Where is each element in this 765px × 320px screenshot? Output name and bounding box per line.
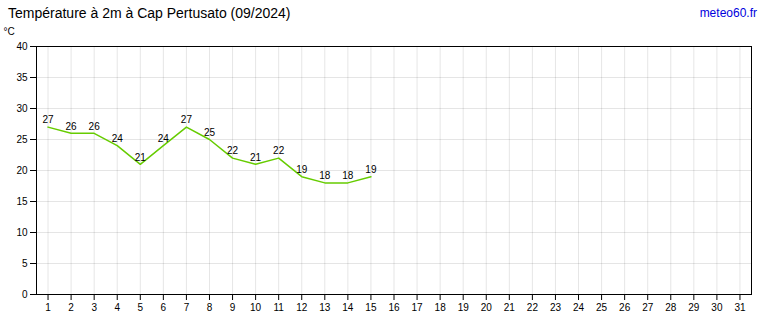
svg-text:25: 25 — [596, 302, 608, 313]
svg-text:10: 10 — [16, 227, 28, 238]
svg-text:19: 19 — [365, 164, 377, 175]
svg-text:30: 30 — [711, 302, 723, 313]
svg-text:24: 24 — [158, 133, 170, 144]
svg-text:20: 20 — [16, 165, 28, 176]
svg-text:5: 5 — [138, 302, 144, 313]
svg-text:25: 25 — [16, 134, 28, 145]
svg-text:24: 24 — [573, 302, 585, 313]
svg-text:30: 30 — [16, 103, 28, 114]
svg-text:22: 22 — [273, 145, 285, 156]
svg-text:13: 13 — [319, 302, 331, 313]
svg-text:18: 18 — [435, 302, 447, 313]
svg-text:26: 26 — [66, 121, 78, 132]
svg-text:24: 24 — [112, 133, 124, 144]
html-text:Température à 2m à Cap Pertusa: Température à 2m à Cap Pertusato (09/202… — [8, 5, 291, 21]
svg-text:0: 0 — [22, 289, 28, 300]
svg-text:27: 27 — [181, 114, 193, 125]
svg-text:35: 35 — [16, 72, 28, 83]
svg-text:16: 16 — [388, 302, 400, 313]
svg-text:15: 15 — [365, 302, 377, 313]
svg-text:19: 19 — [296, 164, 308, 175]
svg-text:10: 10 — [250, 302, 262, 313]
svg-text:11: 11 — [273, 302, 284, 313]
svg-text:22: 22 — [227, 145, 239, 156]
svg-text:18: 18 — [319, 170, 331, 181]
svg-text:21: 21 — [135, 152, 147, 163]
svg-text:9: 9 — [230, 302, 236, 313]
svg-text:17: 17 — [412, 302, 424, 313]
svg-text:4: 4 — [114, 302, 120, 313]
svg-text:40: 40 — [16, 41, 28, 52]
svg-text:5: 5 — [22, 258, 28, 269]
svg-text:25: 25 — [204, 127, 216, 138]
svg-text:6: 6 — [161, 302, 167, 313]
svg-text:26: 26 — [619, 302, 631, 313]
svg-text:27: 27 — [642, 302, 654, 313]
svg-text:22: 22 — [527, 302, 539, 313]
svg-text:19: 19 — [458, 302, 470, 313]
svg-text:26: 26 — [89, 121, 101, 132]
svg-text:31: 31 — [734, 302, 746, 313]
svg-text:20: 20 — [481, 302, 493, 313]
svg-text:15: 15 — [16, 196, 28, 207]
svg-text:3: 3 — [91, 302, 97, 313]
svg-text:27: 27 — [42, 114, 54, 125]
html-text:meteo60.fr: meteo60.fr — [699, 6, 757, 20]
svg-text:8: 8 — [207, 302, 213, 313]
svg-text:18: 18 — [342, 170, 354, 181]
svg-text:21: 21 — [504, 302, 516, 313]
svg-text:°C: °C — [4, 26, 15, 37]
svg-text:21: 21 — [250, 152, 262, 163]
svg-text:29: 29 — [688, 302, 700, 313]
svg-text:2: 2 — [68, 302, 74, 313]
svg-text:23: 23 — [550, 302, 562, 313]
svg-text:14: 14 — [342, 302, 354, 313]
svg-text:1: 1 — [45, 302, 51, 313]
svg-text:7: 7 — [184, 302, 190, 313]
svg-text:12: 12 — [296, 302, 308, 313]
svg-text:28: 28 — [665, 302, 677, 313]
